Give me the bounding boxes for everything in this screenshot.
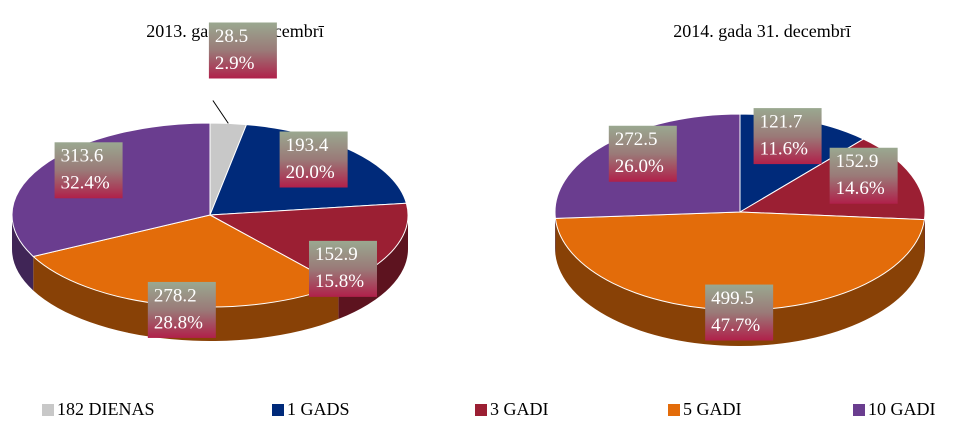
legend-label: 182 DIENAS: [57, 399, 155, 419]
legend-swatch: [272, 404, 284, 416]
data-label-value: 193.4: [286, 135, 329, 156]
legend-swatch: [853, 404, 865, 416]
legend-label: 10 GADI: [868, 399, 936, 419]
labels: 121.7 11.6% 152.9 14.6% 499.5 47.7% 272.5 26.0%: [608, 108, 898, 341]
data-label-value: 313.6: [61, 146, 104, 167]
legend-label: 1 GADS: [287, 399, 350, 419]
data-label-percent: 26.0%: [615, 156, 664, 177]
legend-label: 5 GADI: [683, 399, 742, 419]
data-label-percent: 11.6%: [760, 138, 809, 159]
legend-swatch: [668, 404, 680, 416]
data-label-value: 272.5: [615, 129, 658, 150]
sides: [555, 212, 925, 347]
data-label-percent: 15.8%: [315, 271, 364, 292]
data-label-value: 278.2: [154, 285, 197, 306]
data-label-value: 121.7: [760, 111, 803, 132]
data-label-box: [705, 284, 774, 341]
data-label-box: [54, 142, 123, 199]
chart-title: 2014. gada 31. decembrī: [673, 21, 851, 41]
data-label-box: [208, 22, 277, 79]
slice-side: [11, 215, 34, 291]
data-label-value: 152.9: [836, 151, 879, 172]
data-label-percent: 47.7%: [711, 315, 760, 336]
data-label-value: 28.5: [215, 26, 248, 47]
data-label-box: [608, 125, 677, 182]
data-label-percent: 32.4%: [61, 173, 110, 194]
data-label-value: 152.9: [315, 244, 358, 265]
data-label-percent: 20.0%: [286, 162, 335, 183]
legend-swatch: [475, 404, 487, 416]
labels: 28.5 2.9% 193.4 20.0% 152.9 15.8% 278.2 28.8% 31…: [54, 22, 377, 338]
slice-side: [33, 256, 339, 341]
data-label-box: [308, 240, 377, 297]
data-label-value: 499.5: [711, 288, 754, 309]
leader-line: [212, 100, 229, 124]
slice-side: [924, 212, 925, 256]
data-label-box: [147, 281, 216, 338]
data-label-percent: 14.6%: [836, 178, 885, 199]
data-label-box: [279, 131, 348, 188]
legend-label: 3 GADI: [490, 399, 549, 419]
data-label-box: [753, 108, 822, 165]
data-label-percent: 2.9%: [215, 53, 255, 74]
legend-swatch: [42, 404, 54, 416]
data-label-percent: 28.8%: [154, 312, 203, 333]
slice-side: [555, 218, 925, 347]
data-label-box: [829, 147, 898, 204]
